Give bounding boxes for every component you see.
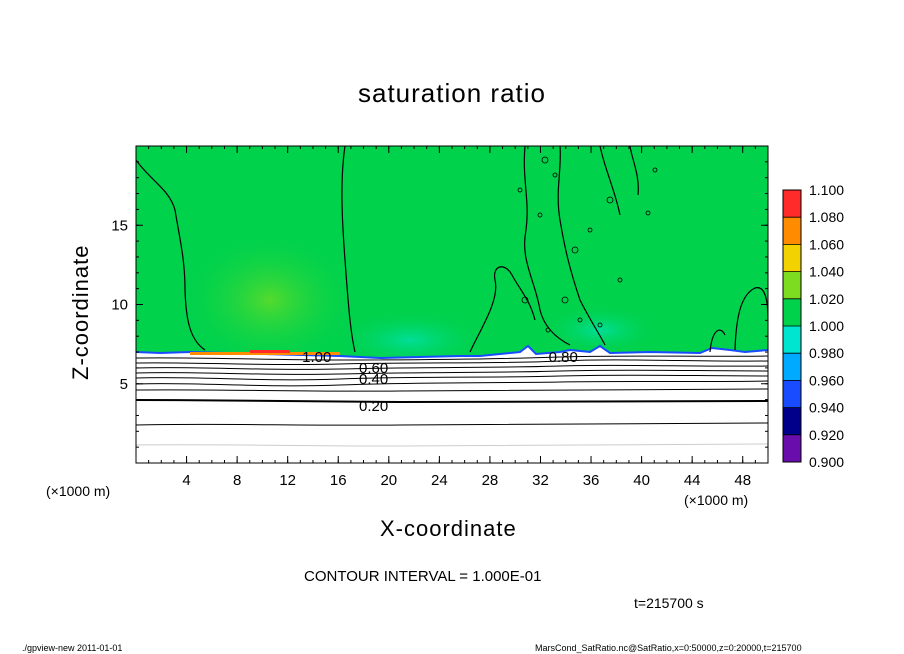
colorbar-label: 1.020 — [809, 291, 844, 307]
colorbar-label: 0.940 — [809, 400, 844, 416]
supersaturation-strip-2 — [250, 350, 290, 353]
colorbar-swatch — [783, 217, 801, 245]
plot-area: 0.20 0.400.60 0.80 1.00 — [136, 146, 768, 463]
chart-title: saturation ratio — [358, 78, 546, 108]
x-tick-label: 4 — [182, 472, 190, 489]
x-tick-label: 8 — [233, 472, 241, 489]
colorbar-label: 1.000 — [809, 318, 844, 334]
undersaturation-glow — [330, 310, 490, 370]
colorbar-label: 1.040 — [809, 264, 844, 280]
x-unit-label-right: (×1000 m) — [684, 492, 749, 508]
x-tick-label: 28 — [482, 472, 499, 489]
contour-value-label: 0.40 — [359, 371, 388, 388]
colorbar-swatch — [783, 434, 801, 462]
time-label: t=215700 s — [634, 595, 704, 611]
x-tick-label: 36 — [583, 472, 600, 489]
contour-value-label: 0.20 — [359, 398, 388, 415]
x-tick-label: 44 — [684, 472, 701, 489]
saturation-contours — [136, 146, 768, 353]
x-unit-label-left: (×1000 m) — [46, 483, 111, 499]
x-tick-label: 24 — [431, 472, 448, 489]
footer-source: MarsCond_SatRatio.nc@SatRatio,x=0:50000,… — [535, 643, 802, 653]
colorbar-label: 1.100 — [809, 182, 844, 198]
undersaturation-glow-2 — [540, 305, 660, 355]
y-axis: 5 10 15 — [111, 161, 768, 448]
y-tick-label: 5 — [120, 376, 128, 393]
colorbar-swatch — [783, 271, 801, 299]
contour-value-label: 1.00 — [302, 349, 331, 366]
y-tick-label: 10 — [111, 297, 128, 314]
x-tick-label: 48 — [734, 472, 751, 489]
contour-interval-label: CONTOUR INTERVAL = 1.000E-01 — [304, 568, 542, 585]
x-tick-label: 40 — [633, 472, 650, 489]
contour-labels: 0.20 0.400.60 0.80 1.00 — [302, 349, 578, 415]
colorbar-swatch — [783, 190, 801, 218]
contour-value-label: 0.80 — [549, 349, 578, 366]
colorbar-swatch — [783, 407, 801, 435]
footer-command: ./gpview-new 2011-01-01 — [22, 643, 123, 653]
colorbar-swatch — [783, 298, 801, 326]
x-tick-label: 16 — [330, 472, 347, 489]
contour-value-label: 0.60 — [359, 360, 388, 377]
colorbar-swatch — [783, 380, 801, 408]
colorbar-swatch — [783, 244, 801, 272]
colorbar-label: 1.080 — [809, 209, 844, 225]
y-tick-label: 15 — [111, 217, 128, 234]
colorbar-label: 0.900 — [809, 454, 844, 470]
boundary-edge — [136, 344, 768, 360]
x-tick-label: 12 — [279, 472, 296, 489]
colorbar-label: 0.960 — [809, 372, 844, 388]
x-tick-label: 20 — [380, 472, 397, 489]
colorbar-swatch — [783, 353, 801, 381]
supersaturation-strip — [190, 352, 340, 355]
x-tick-label: 32 — [532, 472, 549, 489]
supersaturation-glow — [180, 230, 360, 370]
colorbar-label: 0.920 — [809, 427, 844, 443]
colorbar: 0.900 0.920 0.940 0.960 0.980 1.000 1.020 1.040… — [782, 182, 844, 470]
x-axis: 4 8 12 16 20 24 28 32 36 40 44 48 — [148, 146, 756, 489]
x-axis-label: X-coordinate — [380, 516, 517, 541]
y-axis-label: Z-coordinate — [68, 244, 93, 380]
colorbar-label: 0.980 — [809, 345, 844, 361]
colorbar-swatch — [783, 326, 801, 354]
contour-lines — [136, 355, 768, 447]
contour-speckles — [517, 156, 658, 333]
colorbar-label: 1.060 — [809, 236, 844, 252]
